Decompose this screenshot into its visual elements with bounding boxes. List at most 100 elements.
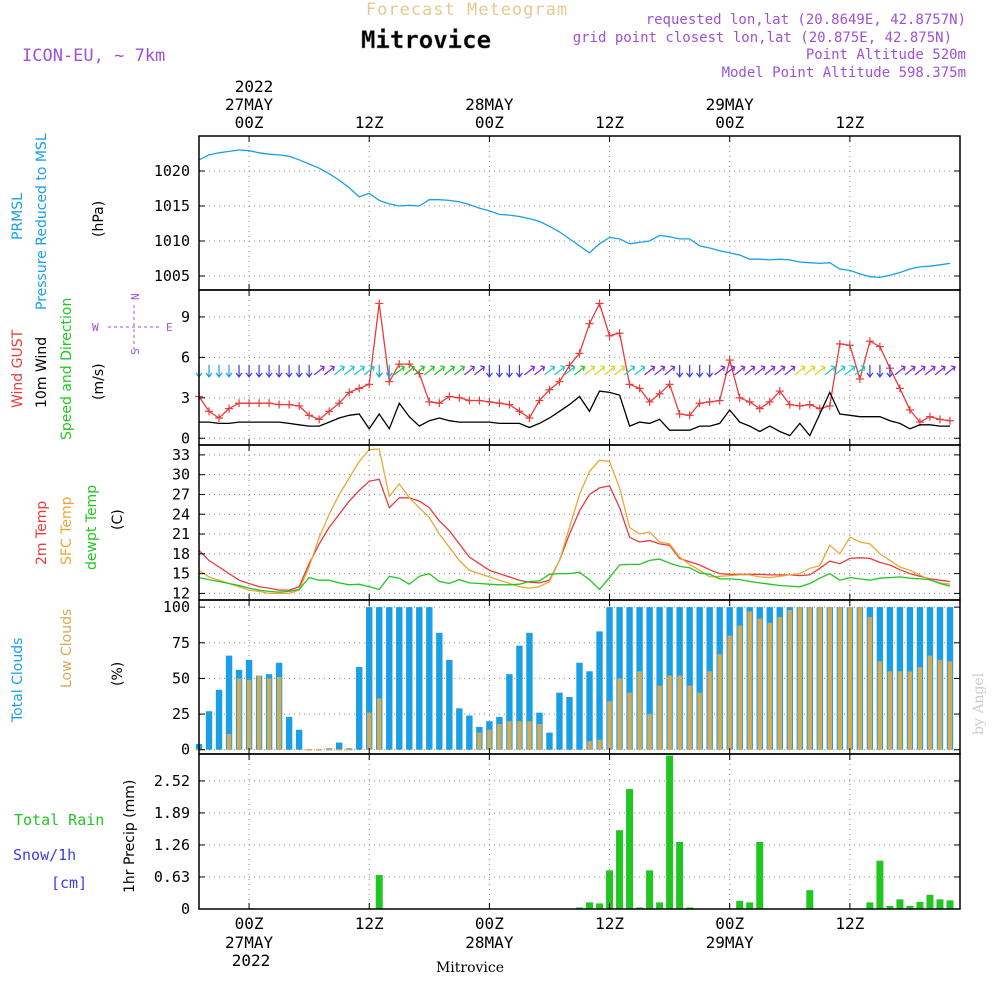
wind-arrow xyxy=(654,365,666,376)
precip-ytick-label: 0 xyxy=(181,900,190,918)
rain-bar xyxy=(656,902,664,909)
gust-marker xyxy=(935,415,944,424)
total-clouds-bar xyxy=(215,689,223,750)
precip-label-snow: Snow/1h xyxy=(13,846,76,864)
low-clouds-bar xyxy=(917,667,923,750)
low-clouds-bar xyxy=(657,685,662,750)
gust-marker xyxy=(225,404,234,413)
rain-bar xyxy=(756,841,764,909)
gust-marker xyxy=(685,411,694,420)
top-date-label: 29MAY xyxy=(706,95,755,114)
wind-arrow xyxy=(664,365,676,376)
top-time-label: 00Z xyxy=(715,113,744,132)
wind-arrow xyxy=(413,365,426,376)
gust-marker xyxy=(495,399,504,408)
wind-arrow xyxy=(744,365,756,376)
low-clouds-bar xyxy=(587,741,592,750)
top-time-label: 00Z xyxy=(475,113,504,132)
total-clouds-bar xyxy=(516,645,523,750)
bottom-date-label: 27MAY xyxy=(225,933,274,952)
pressure-series xyxy=(198,149,951,279)
total-clouds-bar xyxy=(646,607,653,750)
gust-marker xyxy=(285,400,294,409)
gust-marker xyxy=(845,341,854,350)
pressure-label-prmsl: PRMSL xyxy=(10,193,26,240)
wind-arrow xyxy=(934,365,946,376)
grid-point-coords: grid point closest lon,lat (20.875E, 42.… xyxy=(573,30,952,46)
precip-panel: 0 0.63 1.26 1.89 2.52 xyxy=(154,753,961,918)
gust-marker xyxy=(365,380,374,389)
wind-arrow xyxy=(524,365,536,376)
low-clouds-bar xyxy=(266,678,272,750)
sfc-temp-line xyxy=(198,448,951,595)
wind-arrow xyxy=(824,365,836,376)
wind-arrow xyxy=(724,365,736,376)
compass-s: S xyxy=(129,348,142,355)
rain-bar xyxy=(736,900,744,909)
low-clouds-bar xyxy=(677,675,682,750)
wind-arrow xyxy=(463,365,476,376)
top-time-label: 12Z xyxy=(835,113,864,132)
wind-arrow xyxy=(564,365,576,376)
gust-marker xyxy=(705,397,714,406)
total-clouds-bar xyxy=(626,607,633,750)
total-clouds-bar xyxy=(356,667,363,750)
gust-marker xyxy=(505,400,514,409)
gust-marker xyxy=(475,396,484,405)
low-clouds-bar xyxy=(817,607,823,750)
wind-ytick-label: 0 xyxy=(181,429,190,447)
bottom-time-label: 12Z xyxy=(835,914,864,933)
temp-label-dew: dewpt Temp xyxy=(84,485,100,570)
total-clouds-bar xyxy=(285,716,293,750)
model-altitude: Model Point Altitude 598.375m xyxy=(722,65,966,81)
wind-arrow xyxy=(894,365,906,376)
total-clouds-bar xyxy=(396,607,403,750)
low-clouds-bar xyxy=(236,678,242,750)
gust-marker xyxy=(425,397,434,406)
total-clouds-bar xyxy=(456,708,463,750)
wind-arrow xyxy=(515,364,523,378)
gust-marker xyxy=(255,399,264,408)
total-clouds-bar xyxy=(446,659,453,750)
precip-ytick-label: 0.63 xyxy=(154,868,190,886)
total-clouds-bar xyxy=(696,607,703,750)
gust-marker xyxy=(265,399,274,408)
total-clouds-bar xyxy=(335,742,343,750)
compass-e: E xyxy=(166,321,173,334)
top-time-label: 12Z xyxy=(595,113,624,132)
gust-marker xyxy=(795,401,804,410)
wind-arrow xyxy=(614,365,626,376)
temp-label-sfc: SFC Temp xyxy=(59,496,75,565)
temp-label-2m: 2m Temp xyxy=(34,501,50,565)
gust-marker xyxy=(215,414,224,423)
wind-unit: (m/s) xyxy=(91,363,107,400)
precip-label-rain: Total Rain xyxy=(14,811,104,829)
rain-bar xyxy=(806,890,814,909)
gust-marker xyxy=(675,410,684,418)
temperature-series xyxy=(198,448,951,595)
compass-rose: N S W E xyxy=(92,293,173,355)
gust-marker xyxy=(765,397,774,406)
model-label: ICON-EU, ~ 7km xyxy=(22,46,165,66)
low-clouds-bar xyxy=(877,661,883,750)
wind-arrow xyxy=(624,365,636,376)
low-clouds-bar xyxy=(667,675,672,750)
gust-marker xyxy=(535,396,544,405)
wind-arrow xyxy=(265,364,273,378)
wind-arrow xyxy=(375,364,383,378)
wind-arrow xyxy=(343,365,355,376)
low-clouds-bar xyxy=(617,678,622,750)
wind-arrow xyxy=(505,364,513,378)
wind-arrow xyxy=(215,364,223,378)
prmsl-line xyxy=(198,149,951,279)
gust-marker xyxy=(205,407,214,416)
wind-arrow xyxy=(295,364,303,378)
wind-label-speed-dir: Speed and Direction xyxy=(59,298,75,440)
footer-location: Mitrovice xyxy=(436,960,504,976)
rain-bar xyxy=(886,905,894,909)
pressure-unit: (hPa) xyxy=(91,201,107,237)
rain-bar xyxy=(876,860,884,909)
rain-bar xyxy=(576,907,583,909)
low-clouds-bar xyxy=(717,654,722,750)
wind-arrow xyxy=(544,365,556,376)
